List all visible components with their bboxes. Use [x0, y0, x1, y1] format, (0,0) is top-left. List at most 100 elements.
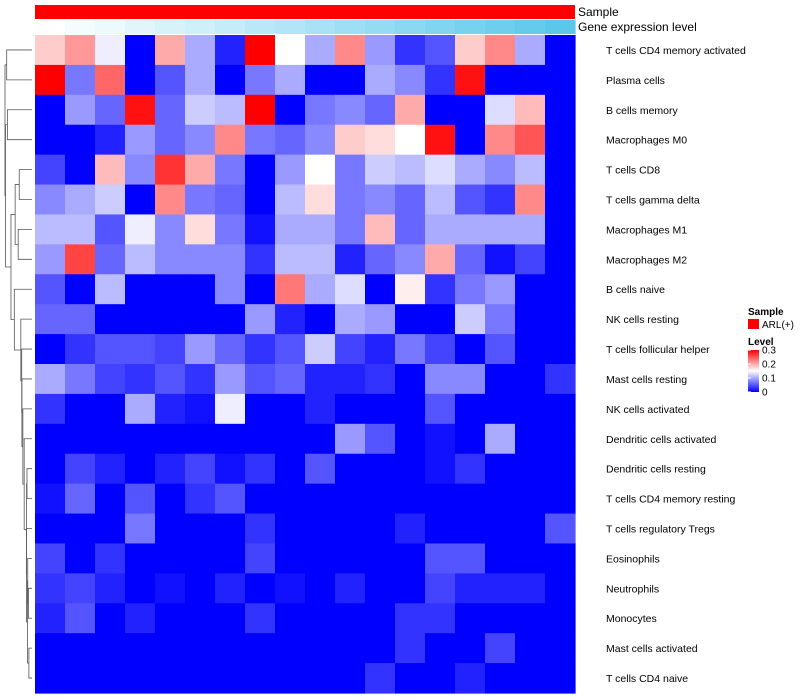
heatmap-cell	[125, 184, 156, 216]
expression-annotation-cell	[365, 20, 396, 34]
heatmap-cell	[455, 214, 486, 245]
heatmap-cell	[515, 663, 546, 694]
dendrogram-branch	[26, 468, 32, 499]
heatmap-cell	[305, 453, 336, 485]
heatmap-cell	[485, 603, 516, 634]
heatmap-cell	[35, 364, 66, 395]
heatmap-cell	[335, 483, 366, 515]
heatmap-cell	[35, 573, 66, 604]
heatmap-cell	[125, 393, 156, 425]
heatmap-cell	[185, 94, 216, 126]
heatmap-cell	[335, 124, 366, 156]
legend-color-bar	[748, 350, 759, 392]
expression-annotation-cell	[485, 20, 516, 34]
heatmap-cell	[545, 603, 576, 634]
heatmap-cell	[455, 633, 486, 664]
heatmap-cell	[365, 64, 396, 96]
heatmap-cell	[95, 364, 126, 395]
heatmap-cell	[335, 573, 366, 604]
heatmap-cell	[395, 603, 426, 634]
heatmap-cell	[395, 94, 426, 126]
heatmap-cell	[425, 483, 456, 515]
heatmap-cell	[365, 393, 396, 425]
dendrogram-branch	[17, 229, 32, 260]
expression-annotation-cell	[515, 20, 546, 34]
legend-sample-swatch	[748, 319, 759, 329]
heatmap-cell	[155, 364, 186, 395]
heatmap-cell	[335, 663, 366, 694]
row-label: T cells CD8	[606, 165, 660, 177]
heatmap-cell	[395, 274, 426, 305]
heatmap-cell	[335, 423, 366, 455]
dendrogram-branch	[13, 288, 32, 351]
heatmap-cell	[95, 453, 126, 485]
heatmap-cell	[395, 334, 426, 365]
heatmap-cell	[365, 274, 396, 305]
heatmap-cell	[95, 513, 126, 545]
expression-annotation-cell	[95, 20, 126, 34]
heatmap-cell	[485, 663, 516, 694]
heatmap-cell	[545, 543, 576, 574]
legend-level-title: Level	[748, 337, 774, 348]
heatmap-cell	[545, 124, 576, 156]
heatmap-cell	[125, 483, 156, 515]
heatmap-cell	[485, 453, 516, 485]
heatmap-cell	[335, 453, 366, 485]
heatmap-cell	[215, 35, 246, 66]
heatmap-cell	[485, 364, 516, 395]
heatmap-cell	[455, 334, 486, 365]
heatmap-cell	[155, 64, 186, 96]
heatmap-cell	[35, 483, 66, 515]
heatmap-cell	[425, 94, 456, 126]
heatmap-cell	[455, 154, 486, 186]
heatmap-cell	[215, 214, 246, 245]
heatmap-cell	[425, 334, 456, 365]
heatmap-cell	[365, 453, 396, 485]
heatmap-cell	[335, 184, 366, 216]
heatmap-cell	[125, 124, 156, 156]
heatmap-cell	[155, 274, 186, 305]
heatmap-cell	[305, 244, 336, 275]
heatmap-cell	[395, 154, 426, 186]
heatmap-cell	[245, 513, 276, 545]
heatmap-cell	[305, 124, 336, 156]
heatmap-cell	[275, 94, 306, 126]
heatmap-cell	[245, 244, 276, 275]
expression-annotation-cell	[125, 20, 156, 34]
heatmap-cell	[95, 483, 126, 515]
heatmap-cell	[125, 663, 156, 694]
heatmap-cell	[515, 304, 546, 335]
heatmap-cell	[305, 603, 336, 634]
row-dendrogram	[4, 49, 32, 679]
heatmap-cell	[95, 94, 126, 126]
heatmap-cell	[245, 603, 276, 634]
heatmap-cell	[245, 64, 276, 96]
heatmap-cell	[215, 124, 246, 156]
heatmap-cell	[335, 513, 366, 545]
heatmap-cell	[95, 244, 126, 275]
heatmap-cell	[425, 573, 456, 604]
heatmap-cell	[305, 573, 336, 604]
heatmap-cell	[455, 483, 486, 515]
heatmap-cell	[155, 423, 186, 455]
heatmap-cell	[365, 573, 396, 604]
heatmap-cell	[485, 543, 516, 574]
heatmap-cell	[335, 364, 366, 395]
heatmap-cell	[245, 364, 276, 395]
heatmap-cell	[275, 543, 306, 574]
heatmap-cell	[545, 35, 576, 66]
heatmap-cell	[35, 453, 66, 485]
expression-annotation-cell	[215, 20, 246, 34]
heatmap-cell	[95, 64, 126, 96]
row-label: B cells memory	[606, 105, 679, 117]
legend-sample-entry: ARL(+)	[762, 320, 794, 331]
heatmap-cell	[275, 304, 306, 335]
heatmap-cell	[305, 483, 336, 515]
heatmap-cell	[95, 274, 126, 305]
heatmap-cell	[485, 483, 516, 515]
heatmap-cell	[305, 393, 336, 425]
legend-tick-label: 0.3	[762, 346, 776, 357]
heatmap-cell	[395, 543, 426, 574]
heatmap-cell	[335, 633, 366, 664]
heatmap-cell	[365, 334, 396, 365]
